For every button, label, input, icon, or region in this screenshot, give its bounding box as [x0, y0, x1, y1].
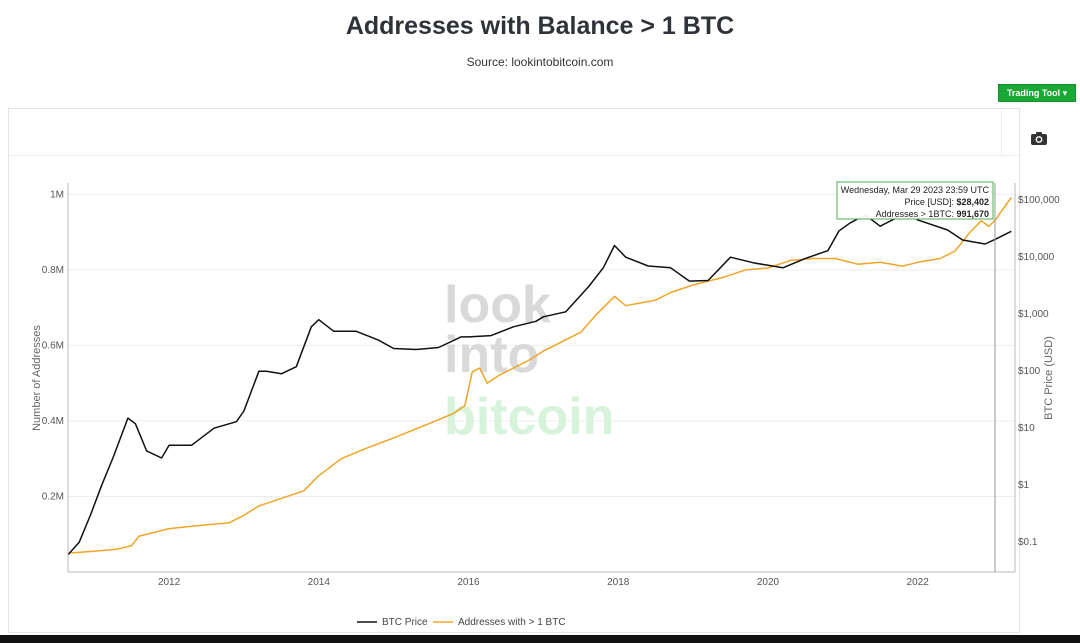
- series-lines: [67, 197, 1012, 556]
- y-tick-right: $10: [1018, 423, 1035, 434]
- y-tick-left: 0.2M: [42, 491, 64, 502]
- x-tick: 2020: [757, 577, 780, 588]
- x-tick: 2014: [308, 577, 331, 588]
- toolbar-divider-vertical: [1001, 109, 1002, 155]
- tooltip: Wednesday, Mar 29 2023 23:59 UTC Price […: [836, 181, 994, 220]
- toolbar-divider: [9, 155, 1019, 156]
- y-tick-right: $1: [1018, 480, 1030, 491]
- legend-label-addresses: Addresses with > 1 BTC: [458, 617, 566, 628]
- chart-title: Addresses with Balance > 1 BTC: [345, 12, 735, 40]
- watermark-look: look: [444, 276, 551, 334]
- legend-label-btc-price: BTC Price: [382, 617, 428, 628]
- x-tick: 2022: [907, 577, 930, 588]
- y-tick-right: $100: [1018, 366, 1041, 377]
- y-tick-left: 0.8M: [42, 265, 64, 276]
- series-line-btc-price: [67, 212, 1012, 556]
- y-tick-right: $1,000: [1018, 309, 1049, 320]
- y-tick-right: $10,000: [1018, 252, 1055, 263]
- y-axis-left-title: Number of Addresses: [31, 325, 43, 431]
- chart-subtitle: Source: lookintobitcoin.com: [466, 55, 614, 69]
- y-tick-left: 0.6M: [42, 340, 64, 351]
- y-tick-right: $0.1: [1018, 537, 1038, 548]
- tooltip-date: Wednesday, Mar 29 2023 23:59 UTC: [841, 185, 990, 195]
- y-tick-right: $100,000: [1018, 195, 1060, 206]
- y-axis-right-title: BTC Price (USD): [1043, 336, 1055, 420]
- x-tick: 2012: [158, 577, 181, 588]
- x-tick: 2018: [607, 577, 630, 588]
- tooltip-price: Price [USD]: $28,402: [904, 197, 989, 207]
- legend: BTC Price Addresses with > 1 BTC: [357, 617, 566, 628]
- trading-tool-button[interactable]: Trading Tool ▾: [998, 84, 1076, 102]
- watermark-bitcoin: bitcoin: [444, 388, 614, 446]
- tooltip-box: [836, 181, 994, 220]
- bottom-edge: [0, 635, 1080, 643]
- y-tick-left: 0.4M: [42, 416, 64, 427]
- tooltip-addresses: Addresses > 1BTC: 991,670: [876, 209, 989, 219]
- y-tick-left: 1M: [50, 189, 64, 200]
- camera-icon[interactable]: [1029, 130, 1049, 146]
- series-line-addresses: [67, 197, 1012, 554]
- watermark: look into bitcoin: [444, 276, 614, 446]
- chart-frame: [8, 108, 1020, 633]
- axes: 0.2M 0.4M 0.6M 0.8M 1M $0.1 $1 $10 $100 $1,000 $10…: [42, 183, 1060, 588]
- x-tick: 2016: [457, 577, 480, 588]
- gridlines: [68, 193, 1015, 497]
